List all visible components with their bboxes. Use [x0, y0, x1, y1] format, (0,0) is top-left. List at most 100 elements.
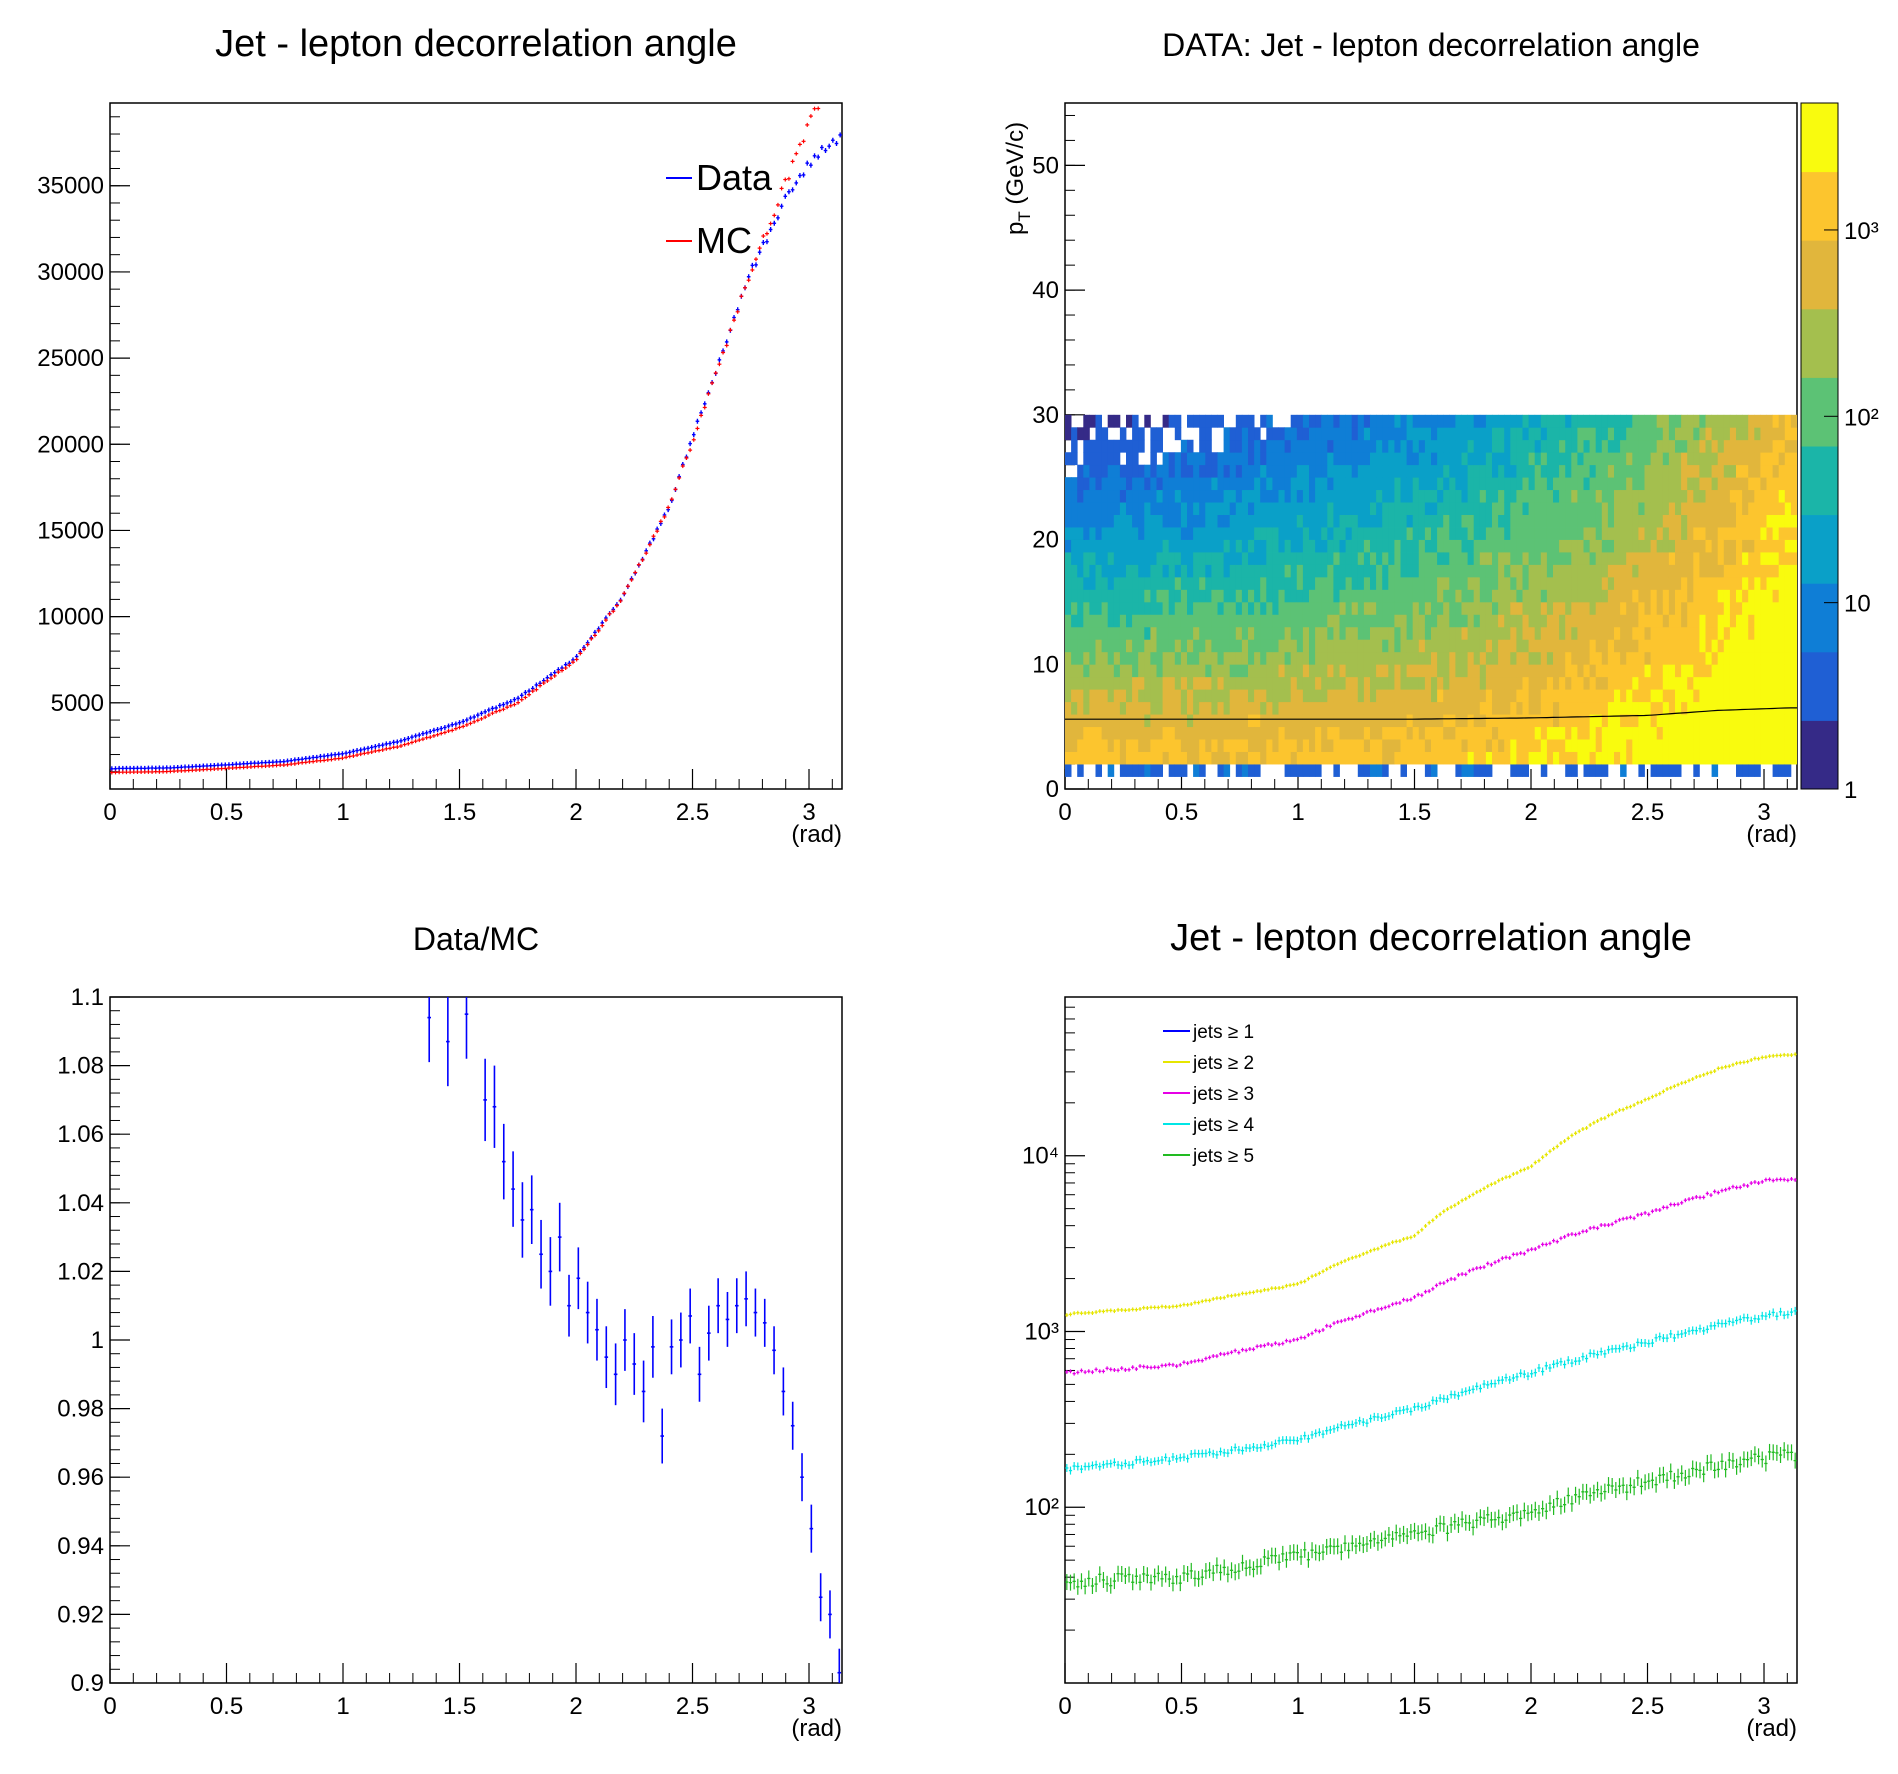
heatmap-cell	[1516, 489, 1523, 503]
heatmap-cell	[1546, 439, 1554, 453]
heatmap-cell	[1211, 564, 1218, 578]
heatmap-cell	[1205, 452, 1212, 466]
heatmap-cell	[1449, 639, 1456, 653]
heatmap-cell	[1272, 689, 1279, 703]
heatmap-cell	[1376, 527, 1383, 540]
heatmap-cell	[1516, 651, 1523, 665]
heatmap-cell	[1540, 439, 1548, 453]
heatmap-cell	[1516, 464, 1523, 478]
heatmap-cell	[1711, 726, 1719, 740]
heatmap-cell	[1553, 651, 1560, 665]
heatmap-cell	[1199, 539, 1206, 553]
heatmap-cell	[1522, 614, 1529, 628]
heatmap-cell	[1736, 539, 1743, 553]
panel2-title: DATA: Jet - lepton decorrelation angle	[1162, 27, 1700, 63]
heatmap-cell	[1327, 651, 1334, 665]
heatmap-cell	[1528, 452, 1536, 466]
heatmap-cell	[1595, 464, 1603, 478]
heatmap-cell	[1388, 414, 1395, 428]
heatmap-cell	[1498, 739, 1505, 752]
heatmap-cell	[1589, 539, 1597, 553]
heatmap-cell	[1662, 539, 1670, 553]
heatmap-cell	[1644, 576, 1651, 590]
heatmap-cell	[1418, 701, 1426, 715]
heatmap-cell	[1681, 714, 1688, 728]
heatmap-cell	[1485, 414, 1493, 428]
heatmap-cell	[1345, 626, 1353, 640]
heatmap-cell	[1766, 539, 1773, 553]
heatmap-cell	[1345, 701, 1353, 715]
heatmap-cell	[1638, 452, 1645, 466]
heatmap-cell	[1363, 539, 1371, 553]
heatmap-cell	[1406, 527, 1414, 540]
heatmap-cell	[1418, 502, 1426, 515]
heatmap-cell	[1723, 601, 1731, 615]
heatmap-cell	[1729, 726, 1737, 740]
heatmap-cell	[1699, 439, 1706, 453]
heatmap-cell	[1266, 676, 1273, 690]
heatmap-cell	[1467, 514, 1475, 528]
heatmap-cell	[1309, 439, 1316, 453]
heatmap-cell	[1510, 502, 1517, 515]
heatmap-cell	[1400, 452, 1407, 466]
heatmap-cell	[1235, 489, 1243, 503]
heatmap-cell	[1772, 639, 1780, 653]
heatmap-cell	[1162, 514, 1170, 528]
heatmap-cell	[1333, 614, 1340, 628]
heatmap-cell	[1614, 664, 1621, 678]
heatmap-cell	[1083, 589, 1090, 603]
heatmap-cell	[1321, 739, 1328, 752]
heatmap-cell	[1309, 552, 1316, 565]
heatmap-cell	[1687, 539, 1694, 553]
heatmap-cell	[1150, 527, 1157, 540]
heatmap-cell	[1656, 614, 1664, 628]
heatmap-cell	[1235, 452, 1243, 466]
heatmap-cell	[1687, 714, 1694, 728]
y-tick-label: 0.94	[57, 1533, 104, 1560]
heatmap-cell	[1229, 452, 1237, 466]
heatmap-cell	[1290, 639, 1298, 653]
heatmap-cell	[1424, 651, 1432, 665]
heatmap-cell	[1583, 414, 1590, 428]
heatmap-cell	[1412, 626, 1420, 640]
heatmap-cell	[1321, 614, 1328, 628]
heatmap-cell	[1626, 527, 1633, 540]
heatmap-cell	[1522, 527, 1529, 540]
heatmap-cell	[1223, 676, 1231, 690]
heatmap-cell	[1180, 764, 1188, 777]
heatmap-cell	[1241, 751, 1249, 765]
heatmap-cell	[1107, 689, 1115, 703]
heatmap-cell	[1577, 651, 1584, 665]
heatmap-cell	[1693, 739, 1700, 752]
heatmap-cell	[1180, 502, 1188, 515]
heatmap-cell	[1498, 539, 1505, 553]
heatmap-cell	[1492, 676, 1499, 690]
heatmap-cell	[1144, 514, 1151, 528]
heatmap-cell	[1150, 539, 1157, 553]
heatmap-cell	[1168, 502, 1176, 515]
heatmap-cell	[1205, 676, 1212, 690]
heatmap-cell	[1217, 626, 1224, 640]
heatmap-cell	[1272, 439, 1279, 453]
heatmap-cell	[1418, 714, 1426, 728]
heatmap-cell	[1180, 576, 1188, 590]
heatmap-cell	[1437, 664, 1444, 678]
heatmap-cell	[1272, 502, 1279, 515]
heatmap-cell	[1095, 427, 1102, 441]
heatmap-cell	[1742, 489, 1749, 503]
heatmap-cell	[1382, 626, 1389, 640]
heatmap-cell	[1675, 701, 1682, 715]
y-tick-label: 1.1	[71, 984, 104, 1011]
heatmap-cell	[1315, 489, 1322, 503]
heatmap-cell	[1065, 726, 1072, 740]
heatmap-cell	[1443, 689, 1450, 703]
heatmap-cell	[1254, 576, 1261, 590]
heatmap-cell	[1199, 664, 1206, 678]
heatmap-cell	[1321, 464, 1328, 478]
heatmap-cell	[1351, 664, 1359, 678]
heatmap-cell	[1431, 701, 1438, 715]
heatmap-cell	[1687, 564, 1694, 578]
heatmap-cell	[1449, 452, 1456, 466]
heatmap-cell	[1101, 552, 1109, 565]
heatmap-cell	[1565, 464, 1572, 478]
